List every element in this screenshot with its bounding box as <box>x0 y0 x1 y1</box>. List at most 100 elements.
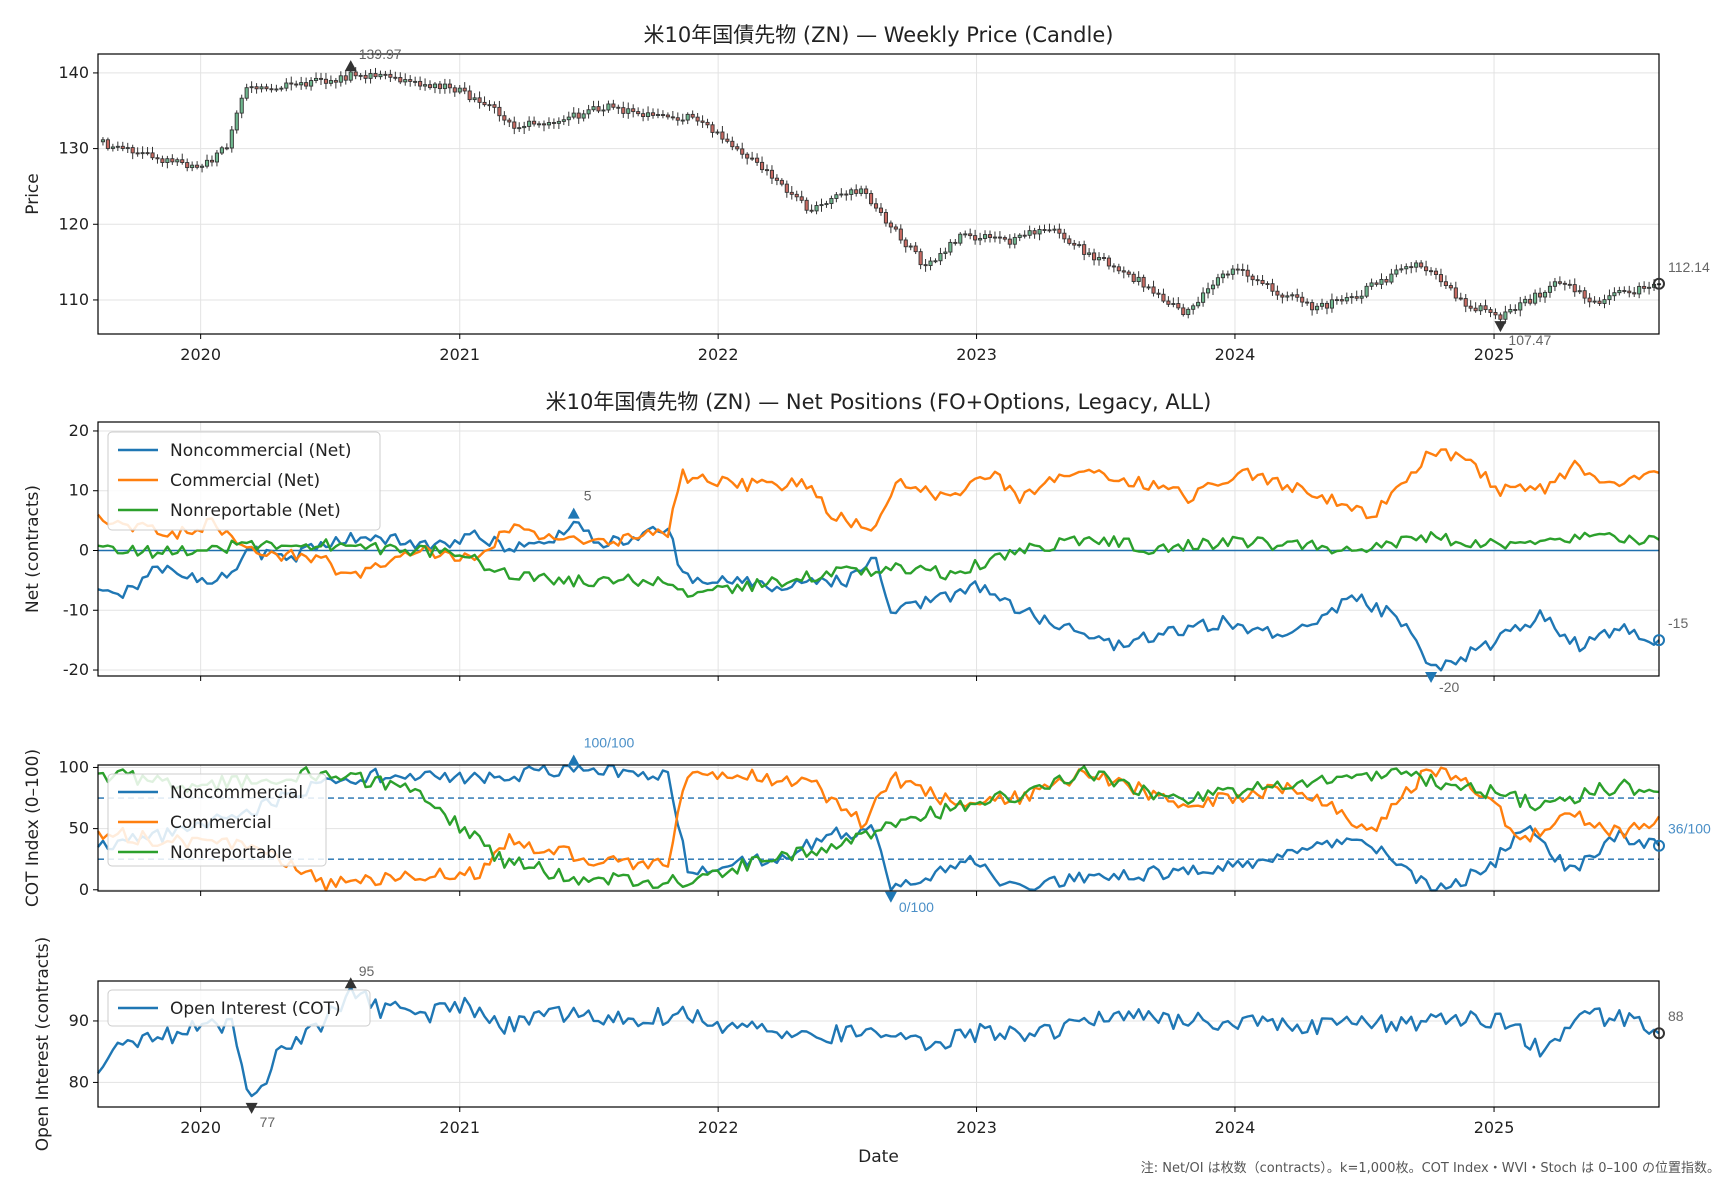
candle-body <box>710 124 715 133</box>
candle-body <box>551 122 556 124</box>
candle-body <box>1002 237 1007 240</box>
candle-body <box>234 112 239 131</box>
candle-body <box>670 116 675 119</box>
candle-body <box>522 125 527 129</box>
candle-body <box>715 131 720 134</box>
candle-body <box>363 74 368 79</box>
candle-body <box>1146 286 1151 289</box>
candle-body <box>1007 238 1012 245</box>
candle-body <box>1012 236 1017 245</box>
candle-body <box>987 234 993 238</box>
candle-body <box>105 139 110 149</box>
candle-body <box>774 177 779 181</box>
candle-body <box>487 104 492 107</box>
candle-body <box>1205 288 1211 294</box>
candle-body <box>1453 287 1458 299</box>
candle-body <box>1067 238 1072 244</box>
candle-body <box>1265 283 1270 286</box>
candle-body <box>546 122 552 126</box>
series-line <box>97 764 1660 892</box>
candle-body <box>1181 307 1186 316</box>
panel-4-frame <box>97 980 1660 1108</box>
candle-body <box>883 212 888 224</box>
candle-body <box>1523 298 1528 304</box>
candle-body <box>1443 281 1448 286</box>
candle-body <box>1136 276 1141 283</box>
candle-body <box>1037 229 1042 235</box>
candle-body <box>720 131 725 140</box>
candle-body <box>145 152 150 155</box>
x-tick-label: 2023 <box>956 345 997 364</box>
candle-body <box>313 77 319 81</box>
y-tick-label: 20 <box>69 421 89 440</box>
candle-body <box>650 112 656 116</box>
x-tick-label: 2022 <box>698 1118 739 1137</box>
candle-body <box>953 241 958 244</box>
candle-body <box>1533 292 1538 304</box>
candle-body <box>1270 283 1275 292</box>
candle-body <box>393 76 398 79</box>
candle-body <box>1319 302 1325 307</box>
annotation-label: 139.97 <box>359 46 402 62</box>
candle-body <box>190 164 195 169</box>
candle-body <box>1101 257 1107 259</box>
candle-body <box>646 112 651 117</box>
candle-body <box>1106 257 1111 267</box>
candle-body <box>566 116 571 121</box>
legend-entry: Open Interest (COT) <box>170 999 341 1019</box>
candle-body <box>1156 292 1161 295</box>
candle-body <box>591 106 596 111</box>
candle-body <box>1513 309 1518 311</box>
candle-body <box>299 82 304 86</box>
candle-body <box>1349 296 1354 299</box>
panel-3-legend: Noncommercial Commercial Nonreportable <box>107 773 327 867</box>
candle-body <box>1379 278 1384 285</box>
low-marker <box>1425 672 1438 684</box>
candle-body <box>1191 305 1196 310</box>
candle-body <box>140 152 145 155</box>
candle-body <box>690 113 695 118</box>
low-marker <box>884 891 897 903</box>
y-tick-label: 50 <box>69 819 89 838</box>
series-line <box>97 765 1660 889</box>
y-tick-label: 100 <box>58 757 89 776</box>
candle-body <box>1409 266 1414 269</box>
candle-body <box>1250 275 1255 281</box>
candle-body <box>764 169 770 172</box>
candle-body <box>1488 309 1493 313</box>
candle-body <box>482 101 487 106</box>
candle-body <box>680 119 685 122</box>
candle-body <box>869 193 874 205</box>
candle-body <box>517 127 522 130</box>
candle-body <box>1557 281 1562 284</box>
panel-1-candles <box>100 66 1662 325</box>
candle-body <box>1022 234 1027 237</box>
candle-body <box>844 193 849 196</box>
candle-body <box>913 245 918 253</box>
candle-body <box>1567 283 1572 286</box>
candle-body <box>1354 296 1359 299</box>
candle-body <box>1339 299 1344 302</box>
candle-body <box>1126 271 1131 275</box>
annotation-label: 0/100 <box>899 899 934 915</box>
candle-body <box>963 233 968 236</box>
candle-body <box>125 147 130 150</box>
annotation-label: 95 <box>359 963 375 979</box>
last-marker <box>1653 1027 1665 1040</box>
candle-body <box>1458 297 1463 300</box>
candle-body <box>180 159 185 164</box>
x-tick-label: 2021 <box>439 345 480 364</box>
candle-body <box>1161 293 1166 302</box>
panel-1-annotations: 139.97 107.47 112.14 <box>344 46 1710 348</box>
candle-body <box>1518 302 1523 311</box>
candle-body <box>755 157 760 163</box>
candle-body <box>1225 273 1230 276</box>
candle-body <box>1344 297 1349 302</box>
candle-body <box>1399 268 1404 271</box>
candle-body <box>1404 266 1409 270</box>
legend-entry: Nonreportable <box>170 843 292 863</box>
candle-body <box>784 183 789 193</box>
candle-body <box>1121 270 1126 273</box>
y-tick-label: 80 <box>69 1072 89 1091</box>
candle-body <box>740 148 745 155</box>
